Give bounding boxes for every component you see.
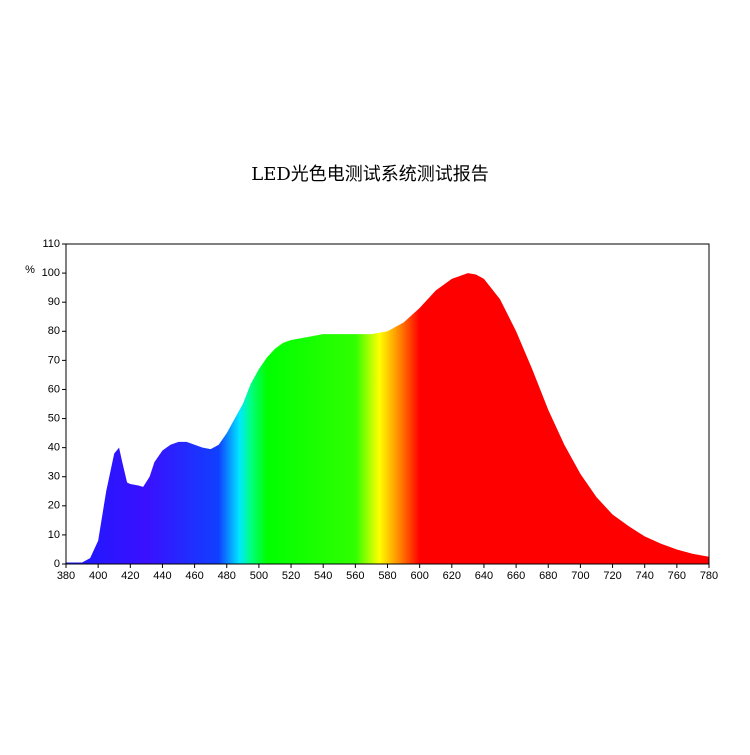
x-tick-label: 500 [250, 570, 268, 582]
x-tick-label: 620 [443, 570, 461, 582]
chart-title: LED光色电测试系统测试报告 [251, 164, 489, 185]
y-tick-label: 80 [48, 325, 60, 337]
y-tick-label: 70 [48, 354, 60, 366]
y-tick-label: 110 [42, 238, 60, 250]
y-tick-label: 100 [42, 267, 60, 279]
y-tick-label: 60 [48, 383, 60, 395]
x-tick-label: 680 [539, 570, 557, 582]
y-axis-label: % [25, 264, 35, 276]
x-tick-label: 560 [346, 570, 364, 582]
x-tick-label: 640 [475, 570, 493, 582]
x-tick-label: 660 [507, 570, 525, 582]
x-tick-label: 440 [153, 570, 171, 582]
y-tick-label: 90 [48, 296, 60, 308]
x-tick-label: 380 [57, 570, 75, 582]
x-tick-label: 780 [700, 570, 718, 582]
x-tick-label: 520 [282, 570, 300, 582]
spectrum-area [66, 273, 709, 564]
y-tick-label: 0 [54, 558, 60, 570]
x-tick-label: 600 [410, 570, 428, 582]
x-tick-label: 580 [378, 570, 396, 582]
y-tick-label: 20 [48, 500, 60, 512]
x-tick-label: 460 [185, 570, 203, 582]
x-tick-label: 540 [314, 570, 332, 582]
y-tick-label: 40 [48, 442, 60, 454]
x-tick-label: 480 [218, 570, 236, 582]
y-tick-label: 50 [48, 412, 60, 424]
x-tick-label: 700 [571, 570, 589, 582]
y-tick-label: 30 [48, 471, 60, 483]
x-tick-label: 720 [603, 570, 621, 582]
x-tick-label: 400 [89, 570, 107, 582]
x-tick-label: 760 [668, 570, 686, 582]
x-tick-label: 420 [121, 570, 139, 582]
x-tick-label: 740 [636, 570, 654, 582]
y-tick-label: 10 [48, 529, 60, 541]
